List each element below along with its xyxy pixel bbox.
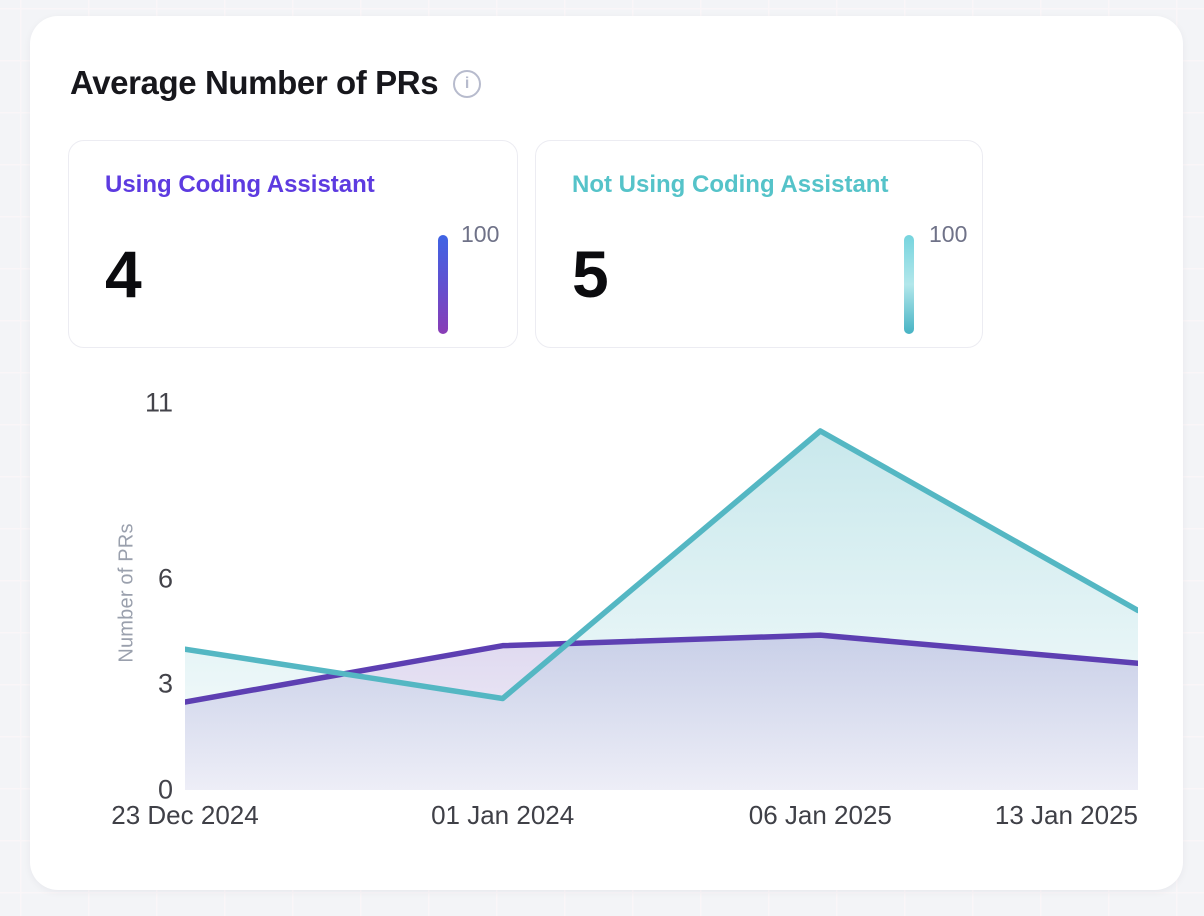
y-axis-title: Number of PRs [115, 523, 138, 663]
gauge-bar [904, 235, 914, 334]
dashboard-card: Average Number of PRs i Using Coding Ass… [30, 16, 1183, 890]
y-axis-tick-label: 3 [157, 668, 173, 699]
area-fill-0 [185, 635, 1138, 790]
stat-card-label: Using Coding Assistant [105, 171, 375, 198]
stat-card-label: Not Using Coding Assistant [572, 171, 889, 198]
x-axis-tick-label: 06 Jan 2025 [748, 800, 892, 830]
y-axis-tick-label: 11 [144, 387, 173, 418]
stat-card-using-assistant: Using Coding Assistant 4 100 [68, 140, 518, 348]
area-chart: 0 3 6 11 23 Dec 2024 01 Jan 2024 06 Jan 2025 13… [30, 16, 1183, 890]
stat-card-value: 5 [572, 237, 609, 311]
y-axis-tick-label: 0 [157, 774, 173, 805]
y-axis-tick-label: 6 [157, 563, 173, 594]
stat-card-not-using-assistant: Not Using Coding Assistant 5 100 [535, 140, 983, 348]
series-line-1 [185, 428, 1138, 702]
gauge-bar [438, 235, 448, 334]
page-title: Average Number of PRs [70, 64, 439, 101]
stat-card-value: 4 [105, 237, 142, 311]
gauge-value-label: 100 [461, 221, 500, 247]
x-axis-tick-label: 23 Dec 2024 [111, 800, 259, 830]
card-header: Average Number of PRs i [70, 64, 482, 101]
x-axis-tick-label: 13 Jan 2025 [994, 800, 1138, 830]
x-axis-tick-label: 01 Jan 2024 [431, 800, 575, 830]
info-icon[interactable]: i [453, 69, 482, 98]
chart-plot[interactable] [185, 400, 1138, 790]
gauge-value-label: 100 [929, 221, 968, 247]
